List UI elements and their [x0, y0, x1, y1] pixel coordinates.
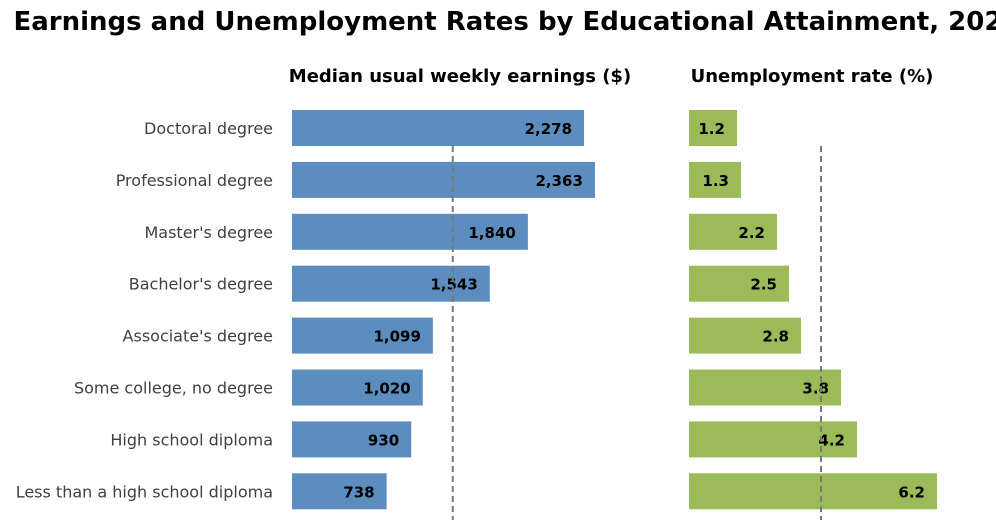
- unemployment-value-label: 6.2: [898, 483, 925, 501]
- unemployment-bar: [689, 265, 789, 302]
- earnings-value-label: 2,363: [535, 172, 582, 190]
- chart-title: Earnings and Unemployment Rates by Educa…: [13, 7, 996, 37]
- earnings-value-label: 738: [343, 483, 374, 501]
- earnings-value-label: 930: [368, 431, 399, 449]
- unemployment-bar: [689, 317, 801, 354]
- unemployment-bar: [689, 110, 737, 146]
- unemployment-value-label: 2.8: [762, 328, 789, 346]
- category-label: Master's degree: [144, 223, 273, 242]
- earnings-bar: [292, 265, 490, 302]
- earnings-value-label: 1,840: [468, 224, 515, 242]
- earnings-bar: [292, 369, 423, 406]
- earnings-bar: [292, 473, 387, 510]
- earnings-bar: [292, 317, 433, 354]
- category-labels: Doctoral degree Professional degree Master…: [16, 119, 273, 501]
- earnings-subtitle: Median usual weekly earnings ($): [289, 66, 631, 87]
- unemployment-value-label: 1.3: [702, 172, 729, 190]
- unemployment-bar: [689, 421, 857, 458]
- unemployment-bar: [689, 369, 841, 406]
- category-label: Less than a high school diploma: [16, 482, 273, 501]
- unemployment-value-label: 4.2: [818, 431, 845, 449]
- category-label: Some college, no degree: [74, 379, 273, 398]
- earnings-panel: 2,278 2,363 1,840 1,543 1,099 1,020 930 738: [292, 110, 595, 520]
- earnings-bar: [292, 110, 585, 146]
- category-label: Professional degree: [116, 171, 273, 190]
- category-label: Associate's degree: [123, 327, 273, 346]
- category-label: Doctoral degree: [144, 119, 273, 138]
- unemployment-bar: [689, 473, 937, 510]
- unemployment-value-label: 2.5: [750, 276, 777, 294]
- earnings-bar: [292, 161, 595, 198]
- unemployment-value-label: 1.2: [698, 120, 725, 138]
- earnings-value-label: 1,543: [430, 276, 477, 294]
- earnings-value-label: 1,020: [363, 380, 410, 398]
- category-label: Bachelor's degree: [129, 275, 273, 294]
- unemployment-value-label: 2.2: [738, 224, 765, 242]
- unemployment-bar: [689, 161, 741, 198]
- unemployment-subtitle: Unemployment rate (%): [691, 66, 934, 87]
- earnings-bar: [292, 213, 528, 250]
- earnings-value-label: 1,099: [373, 328, 420, 346]
- earnings-value-label: 2,278: [525, 120, 572, 138]
- category-label: High school diploma: [110, 430, 273, 449]
- unemployment-panel: 1.2 1.3 2.2 2.5 2.8 3.8 4.2 6.2: [689, 110, 937, 520]
- unemployment-bar: [689, 213, 777, 250]
- earnings-bar: [292, 421, 412, 458]
- unemployment-value-label: 3.8: [802, 380, 829, 398]
